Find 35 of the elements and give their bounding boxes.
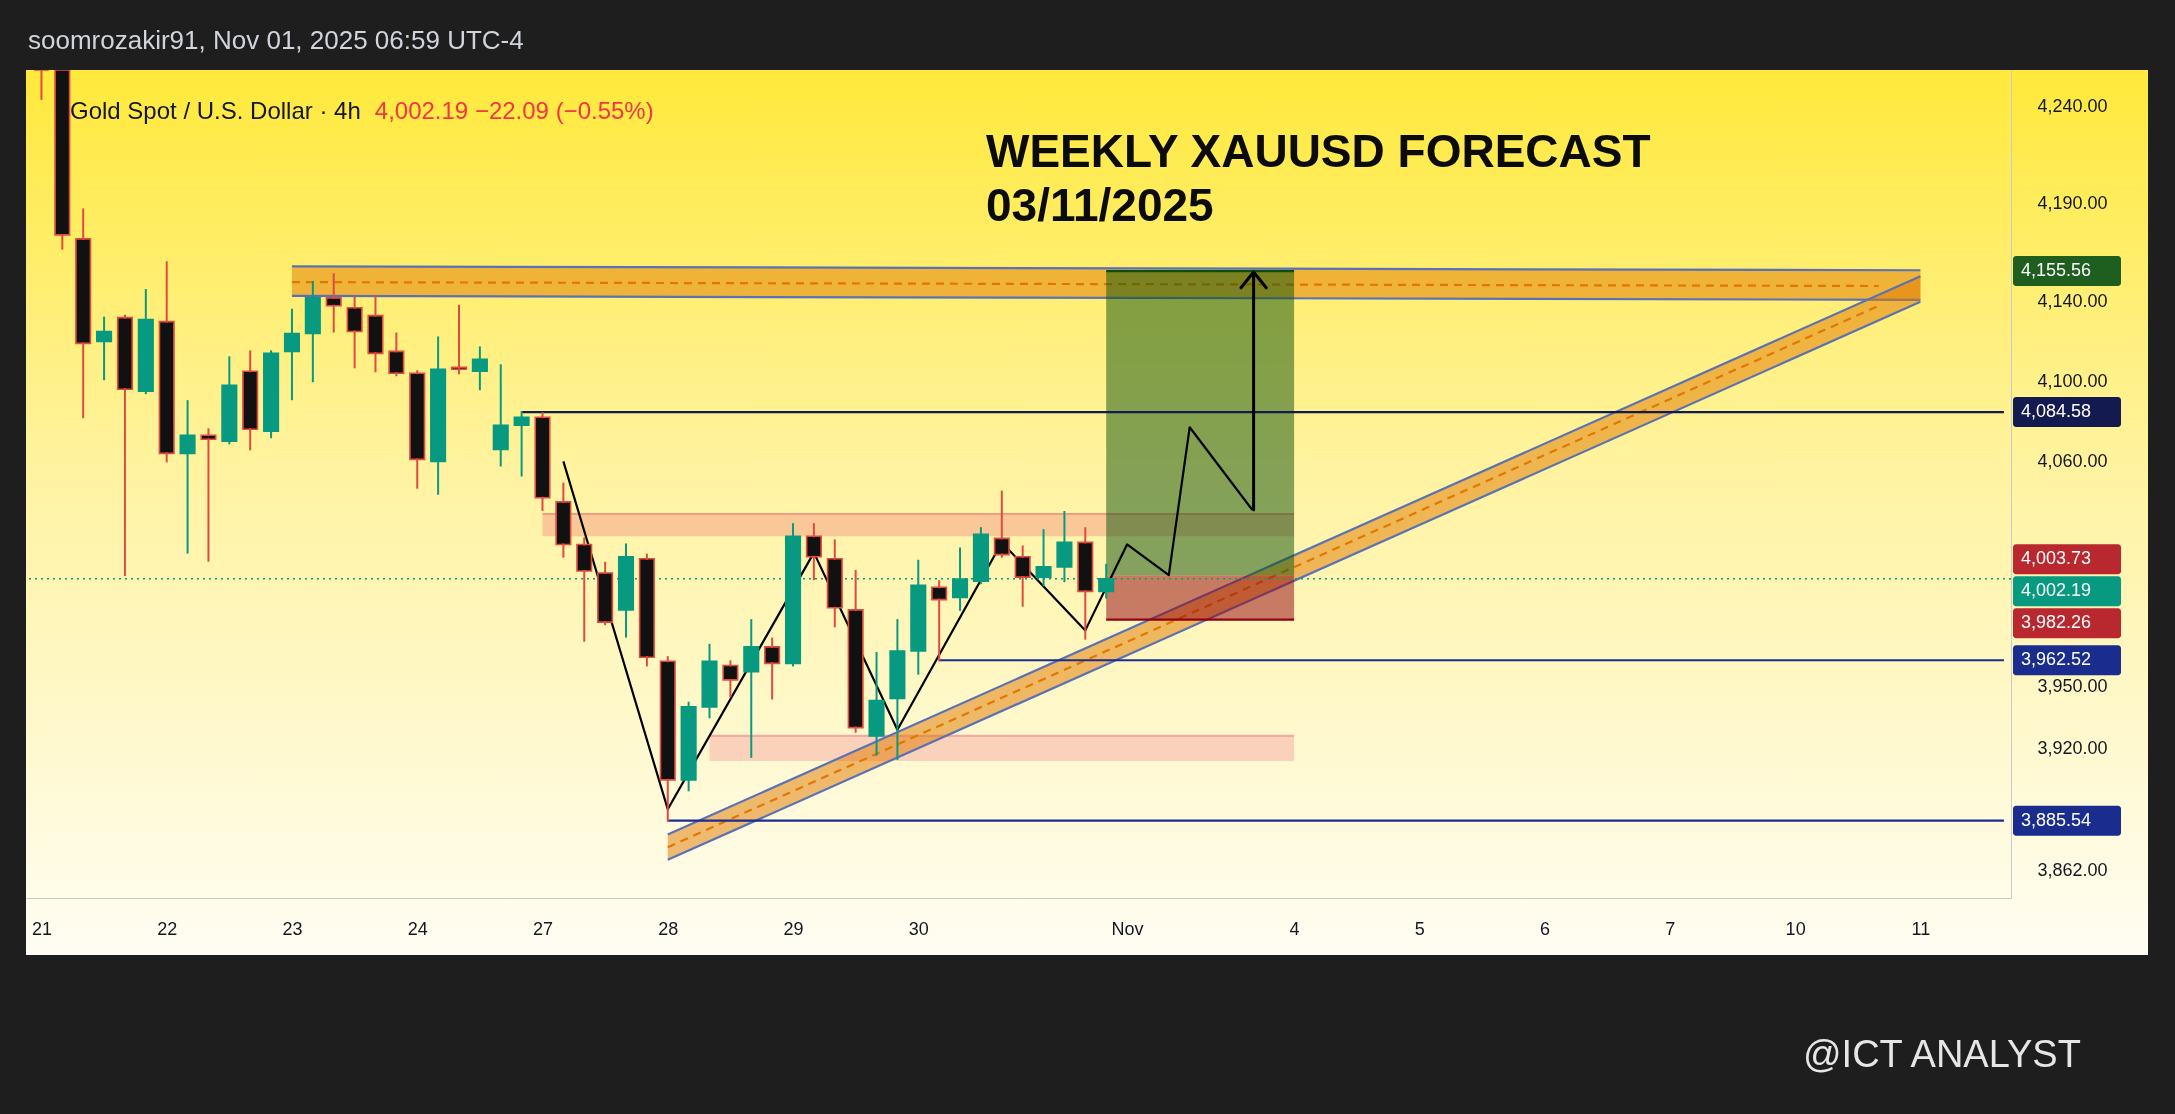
x-tick-label: 24 bbox=[407, 918, 428, 939]
y-tick-label: 3,862.00 bbox=[2037, 859, 2108, 880]
text: @ICT ANALYST bbox=[1803, 1032, 2081, 1077]
y-tick-label: 4,190.00 bbox=[2037, 193, 2108, 214]
text: 3,982.26 bbox=[2021, 612, 2092, 633]
y-tick-label: 4,060.00 bbox=[2037, 450, 2108, 471]
text: soomrozakir91, Nov 01, 2025 06:59 UTC-4 bbox=[28, 24, 524, 56]
text: 4,155.56 bbox=[2021, 260, 2092, 281]
x-tick-label: 30 bbox=[908, 918, 929, 939]
x-tick-label: 29 bbox=[783, 918, 804, 939]
x-tick-label: 10 bbox=[1785, 918, 1806, 939]
y-tick-label: 3,920.00 bbox=[2037, 737, 2108, 758]
x-tick-label: 28 bbox=[658, 918, 679, 939]
x-tick-label: Nov bbox=[1111, 918, 1144, 939]
ref-line-label: 4,002.19 bbox=[2021, 580, 2092, 601]
x-tick-label: 4 bbox=[1289, 918, 1300, 939]
x-tick-label: 6 bbox=[1540, 918, 1551, 939]
x-tick-label: 22 bbox=[157, 918, 178, 939]
x-tick-label: 27 bbox=[532, 918, 554, 939]
y-tick-label: 4,100.00 bbox=[2037, 370, 2108, 391]
x-tick-label: 23 bbox=[282, 918, 303, 939]
y-tick-label: 4,240.00 bbox=[2037, 96, 2108, 117]
text: WEEKLY XAUUSD FORECAST 03/11/2025 bbox=[986, 124, 1651, 232]
annotation: 4,002.19 −22.09 (−0.55%) bbox=[374, 97, 654, 124]
annotation: Gold Spot / U.S. Dollar · 4h bbox=[70, 97, 361, 124]
x-tick-label: 5 bbox=[1414, 918, 1425, 939]
data-label: 3,885.54 bbox=[2021, 809, 2092, 830]
y-tick-label: 3,950.00 bbox=[2037, 675, 2108, 696]
data-label: 4,084.58 bbox=[2021, 401, 2092, 422]
x-tick-label: 11 bbox=[1911, 918, 1931, 939]
y-tick-label: 4,140.00 bbox=[2037, 291, 2108, 312]
data-label: 3,962.52 bbox=[2021, 649, 2092, 670]
x-tick-label: 21 bbox=[31, 918, 52, 939]
text: 4,003.73 bbox=[2021, 548, 2092, 569]
x-tick-label: 7 bbox=[1665, 918, 1676, 939]
